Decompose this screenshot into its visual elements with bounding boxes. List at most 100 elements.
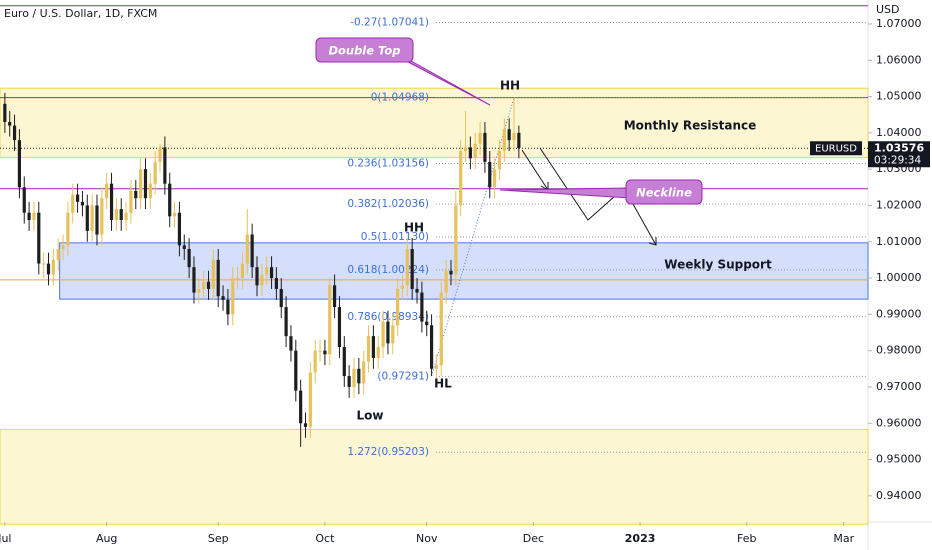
y-tick-label: 1.00000 [876,271,922,284]
candle-body [493,169,497,188]
x-tick-label: Jul [0,532,11,545]
candle-body [172,212,177,217]
candle-body [279,288,283,308]
candle-body [192,267,196,293]
candle-body [396,288,400,326]
fib-label: -0.27(1.07041) [350,16,429,28]
candle-body [342,347,346,377]
candle-body [274,278,279,289]
candle-body [42,263,46,265]
candle-body [129,190,133,213]
candle-body [415,288,419,293]
fib-label: (0.97291) [377,370,429,382]
candle-body [114,209,118,220]
zone-label: Monthly Resistance [624,119,757,133]
x-tick-label: Aug [96,532,117,545]
candle-body [231,278,235,315]
candle-body [66,212,70,246]
fib-trend [431,97,515,377]
zone [0,87,869,159]
annotation: HH [404,221,424,235]
candle-body [260,274,264,286]
callout-box [315,37,414,63]
candle-body [362,361,366,384]
candle-body [299,390,303,424]
annotation: HL [434,377,452,391]
fib-label: 0.236(1.03156) [347,157,429,169]
candle-body [95,205,99,235]
candle-body [90,205,94,231]
candle-body [85,205,89,231]
candle-body [216,259,220,297]
candle-body [366,336,371,362]
candle-body [119,209,123,220]
candle-body [488,161,492,188]
candle-body [473,143,477,159]
candle-body [250,234,254,268]
y-tick-label: 1.06000 [876,53,922,66]
callout-box [625,179,703,205]
candle-body [347,376,351,387]
candle-body [352,368,356,387]
x-tick-label: 2023 [625,532,656,545]
candle-body [497,151,502,170]
candle-body [337,307,342,348]
candle-body [236,278,240,280]
candle-body [463,147,468,152]
callout-pointer [499,187,631,199]
x-tick-label: Mar [833,532,854,545]
candle-body [143,169,148,199]
candle-body [134,190,138,199]
x-tick-label: Dec [523,532,544,545]
countdown: 03:29:34 [874,154,921,166]
fib-label: 0.618(1.00224) [347,264,429,276]
candle-body [71,194,75,213]
candle-body [27,212,31,220]
candle-body [332,285,337,308]
fib-label: 0.382(1.02036) [347,198,429,210]
candle-body [294,350,298,391]
zone-label: Weekly Support [664,258,772,272]
candle-body [449,270,453,275]
candle-body [478,132,482,144]
candle-body [56,249,60,260]
price-tag [868,141,930,168]
callout-text: Neckline [636,186,692,200]
candle-body [410,249,414,289]
candle-body [444,270,448,293]
price-label: 1.03576 [874,141,924,154]
candle-body [265,267,269,275]
candle-body [17,140,21,188]
candle-body [512,132,516,141]
projection [539,147,657,246]
candle-body [425,321,429,326]
x-tick-label: Nov [416,532,438,545]
y-tick-label: 1.07000 [876,17,922,30]
candle-body [405,249,409,286]
candle-body [153,161,157,184]
candle-body [507,129,511,141]
candle-body [187,249,191,268]
candle-body [357,368,361,384]
candle-body [51,259,55,275]
candle-body [80,201,85,206]
candle-body [255,267,259,286]
y-tick-label: 0.94000 [876,489,922,502]
candle-body [206,281,211,289]
candle-body [308,372,312,427]
candle-body [163,147,167,184]
candle-body [313,350,317,373]
symbol-label: EURUSD [815,143,857,154]
candle-body [211,259,215,289]
candle-body [429,325,434,369]
candle-body [483,132,487,162]
candle-body [381,321,385,348]
y-tick-label: 0.95000 [876,453,922,466]
candle-body [434,365,439,369]
y-tick-label: 0.97000 [876,380,922,393]
candle-body [124,212,128,220]
annotation: Low [357,409,384,423]
candle-body [37,212,41,264]
candle-body [284,307,288,337]
